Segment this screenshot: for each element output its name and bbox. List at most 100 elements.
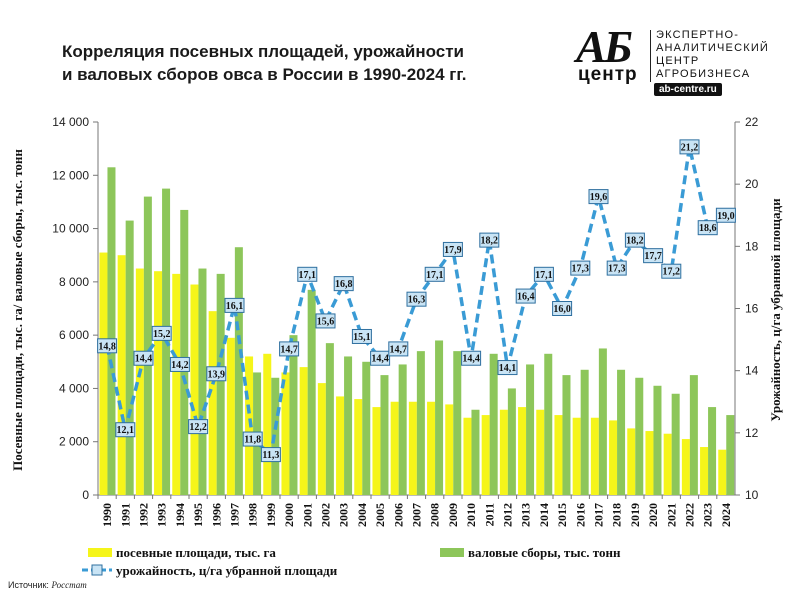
yield-point-label: 14,2 <box>171 360 189 371</box>
yield-point-label: 17,1 <box>299 270 317 281</box>
chart-title-line-2: и валовых сборов овса в России в 1990-20… <box>62 65 467 84</box>
yield-point-marker <box>697 220 718 236</box>
harvest-bar <box>325 343 334 495</box>
area-bar <box>572 417 581 495</box>
source-note: Источник: Росстат <box>8 580 87 590</box>
area-bar <box>263 353 272 495</box>
yield-point-label: 19,0 <box>717 211 735 222</box>
logo-text-line: АНАЛИТИЧЕСКИЙ <box>656 42 770 54</box>
x-tick-label: 2008 <box>428 503 442 527</box>
y-tick-right-label: 22 <box>745 115 759 129</box>
y-tick-left-label: 14 000 <box>52 115 89 129</box>
yield-point-label: 16,3 <box>408 295 426 306</box>
area-bar <box>317 383 326 495</box>
harvest-bar <box>598 348 607 495</box>
yield-point-label: 17,7 <box>644 251 662 262</box>
yield-point-marker <box>351 328 372 344</box>
yield-point-label: 14,4 <box>135 354 153 365</box>
yield-point-label: 18,2 <box>481 236 499 247</box>
yield-point-marker <box>388 341 409 357</box>
x-tick-label: 2022 <box>683 503 697 527</box>
x-tick-label: 2012 <box>501 503 515 527</box>
area-bars <box>99 252 727 495</box>
yield-point-marker <box>406 291 427 307</box>
yield-point-label: 17,1 <box>535 270 553 281</box>
area-bar <box>190 284 199 495</box>
area-bar <box>445 404 454 495</box>
yield-point-marker <box>552 301 573 316</box>
yield-point-marker <box>606 260 627 276</box>
x-tick-label: 2019 <box>628 503 642 527</box>
harvest-bar <box>617 369 626 495</box>
logo-text-line: ЭКСПЕРТНО- <box>656 29 740 41</box>
x-tick-label: 2006 <box>391 503 405 527</box>
area-bar <box>681 439 690 495</box>
harvest-bar <box>489 353 498 495</box>
harvest-bar <box>526 364 535 495</box>
yield-point-marker <box>97 338 118 354</box>
yield-point-marker <box>661 263 682 279</box>
x-tick-label: 2014 <box>537 503 551 527</box>
y-tick-left-label: 6 000 <box>59 328 89 342</box>
x-tick-label: 1993 <box>155 503 169 527</box>
y-tick-right-label: 16 <box>745 302 759 316</box>
yield-point-marker <box>188 419 209 435</box>
harvest-bar <box>726 415 735 495</box>
yield-point-label: 16,8 <box>335 279 353 290</box>
legend-swatch-harvest <box>440 548 464 557</box>
logo-text-line: ЦЕНТР <box>656 55 700 67</box>
yield-point-marker <box>497 360 518 376</box>
yield-line-series: 14,8 12,1 14,4 15,2 14,2 12,2 13,9 16,1 11,811,3… <box>97 139 736 463</box>
harvest-bar <box>344 356 353 495</box>
harvest-bar <box>708 407 717 495</box>
source-name: Росстат <box>51 580 87 590</box>
x-tick-label: 2015 <box>555 503 569 527</box>
x-tick-label: 1990 <box>100 503 114 527</box>
harvest-bar <box>453 351 462 495</box>
harvest-bar <box>216 273 225 495</box>
harvest-bar <box>107 167 116 496</box>
y-axis-label-left: Посевные площади, тыс. га/ валовые сборы… <box>10 149 25 471</box>
axis-ticks: 0 2 000 4 000 6 000 8 000 10 000 12 000 14 000 1… <box>52 115 758 527</box>
yield-point-label: 13,9 <box>208 369 226 380</box>
yield-point-label: 11,3 <box>262 450 279 461</box>
harvest-bar <box>289 335 298 495</box>
x-tick-label: 2024 <box>719 503 733 527</box>
x-tick-label: 1991 <box>118 503 132 527</box>
logo-text: ЭКСПЕРТНО- АНАЛИТИЧЕСКИЙ ЦЕНТР АГРОБИЗНЕ… <box>656 29 769 81</box>
y-tick-right-label: 14 <box>745 364 759 378</box>
yield-point-marker <box>715 207 736 223</box>
logo-url[interactable]: ab-centre.ru <box>654 83 722 96</box>
yield-point-label: 14,7 <box>390 344 408 355</box>
yield-point-marker <box>643 248 664 264</box>
area-bar <box>172 273 181 495</box>
x-tick-label: 2021 <box>664 503 678 527</box>
area-bar <box>518 407 527 495</box>
harvest-bar <box>689 375 698 495</box>
x-tick-label: 1997 <box>228 503 242 527</box>
yield-point-marker <box>442 241 463 257</box>
y-tick-left-label: 8 000 <box>59 275 89 289</box>
harvest-bar <box>653 385 662 495</box>
area-bar <box>245 356 254 495</box>
yield-point-marker <box>242 431 263 447</box>
x-tick-label: 1992 <box>137 503 151 527</box>
yield-point-label: 17,3 <box>572 264 590 275</box>
y-tick-left-label: 4 000 <box>59 381 89 395</box>
logo-mark-ab: АБ <box>576 21 633 72</box>
harvest-bar <box>544 353 553 495</box>
harvest-bar <box>180 209 189 495</box>
yield-point-label: 11,8 <box>244 435 261 446</box>
yield-point-label: 19,6 <box>590 192 608 203</box>
chart-title-line-1: Корреляция посевных площадей, урожайност… <box>62 42 464 61</box>
yield-point-marker <box>370 350 391 366</box>
y-tick-left-label: 12 000 <box>52 168 89 182</box>
yield-point-marker <box>515 288 536 304</box>
logo-text-line: АГРОБИЗНЕСА <box>656 68 751 80</box>
x-tick-label: 2009 <box>446 503 460 527</box>
yield-point-label: 16,0 <box>553 304 571 315</box>
x-tick-label: 2013 <box>519 503 533 527</box>
yield-point-marker <box>169 356 190 372</box>
area-bar <box>135 268 144 495</box>
